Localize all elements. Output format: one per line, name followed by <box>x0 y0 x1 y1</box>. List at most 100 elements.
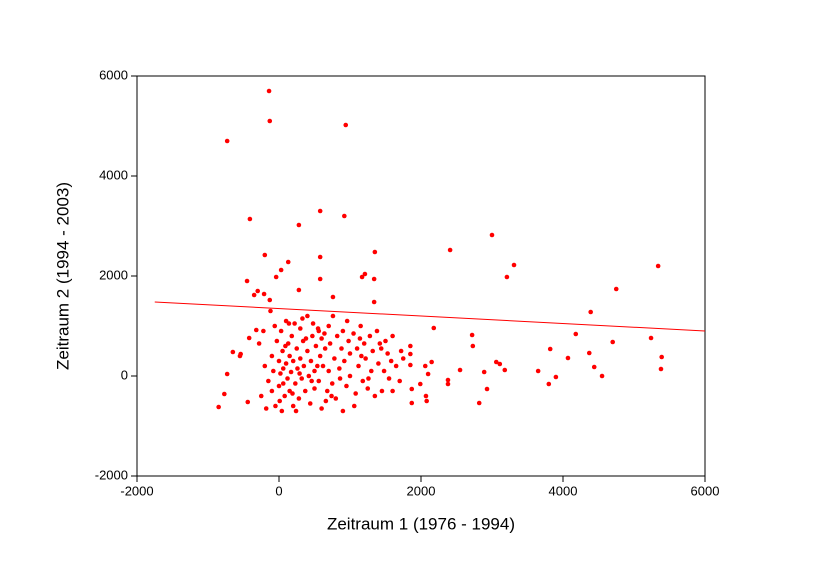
point <box>330 294 336 300</box>
point <box>276 358 282 364</box>
point <box>457 367 463 373</box>
point <box>268 308 273 314</box>
point <box>306 373 312 379</box>
plot-frame <box>136 75 706 477</box>
point <box>266 88 272 94</box>
point <box>230 349 236 355</box>
point <box>423 393 429 399</box>
point <box>296 396 302 401</box>
point <box>319 406 324 411</box>
point <box>359 274 365 280</box>
point <box>269 388 275 394</box>
point <box>330 313 336 319</box>
point <box>365 386 371 391</box>
point <box>535 368 541 374</box>
point <box>337 376 343 381</box>
point <box>359 353 364 359</box>
point <box>371 299 377 305</box>
point <box>238 351 243 357</box>
point <box>424 398 429 404</box>
point <box>216 404 221 410</box>
point <box>294 346 300 351</box>
point <box>588 309 593 315</box>
point <box>298 326 303 331</box>
point <box>272 323 278 329</box>
point <box>303 336 309 341</box>
point <box>269 353 275 359</box>
point <box>339 346 344 351</box>
point <box>334 333 340 339</box>
point <box>613 286 619 292</box>
point <box>386 376 392 381</box>
point <box>658 366 664 372</box>
point <box>271 368 276 374</box>
point <box>320 363 326 369</box>
point <box>267 118 273 124</box>
point <box>247 216 253 222</box>
point <box>310 333 315 339</box>
x-tick-label: 2000 <box>407 483 436 498</box>
point <box>400 356 406 361</box>
point <box>267 297 273 303</box>
point <box>390 333 395 339</box>
point <box>431 325 437 331</box>
point <box>367 333 373 339</box>
point <box>356 363 361 369</box>
point <box>315 363 320 369</box>
point <box>297 371 302 376</box>
point <box>409 386 415 392</box>
point <box>586 350 592 356</box>
x-tick-label: 0 <box>275 483 282 498</box>
point <box>504 274 510 280</box>
point <box>547 346 553 352</box>
point <box>361 341 367 346</box>
point <box>280 366 286 371</box>
point <box>445 377 451 383</box>
point <box>546 381 552 387</box>
point <box>322 346 328 351</box>
point <box>354 346 360 351</box>
y-tick-label: 4000 <box>99 167 128 182</box>
point <box>360 378 366 384</box>
point <box>351 331 356 336</box>
point <box>293 381 298 386</box>
point <box>422 363 428 369</box>
point <box>285 259 291 265</box>
point <box>309 378 314 384</box>
point <box>333 396 339 401</box>
point <box>282 393 287 399</box>
point <box>266 378 271 384</box>
point <box>317 254 323 260</box>
point <box>343 122 349 128</box>
point <box>312 368 317 374</box>
point <box>417 381 423 387</box>
point <box>398 348 404 354</box>
point <box>274 338 280 344</box>
point <box>308 358 314 364</box>
point <box>292 321 297 326</box>
point <box>493 359 499 365</box>
point <box>409 400 415 406</box>
point <box>290 391 295 396</box>
point <box>300 316 305 321</box>
point <box>511 262 517 268</box>
point <box>408 351 413 357</box>
point <box>337 366 342 371</box>
point <box>553 374 559 380</box>
point <box>310 321 316 326</box>
point <box>383 338 388 344</box>
point <box>344 318 350 324</box>
point <box>342 213 347 219</box>
point <box>447 247 453 253</box>
point <box>374 328 380 334</box>
point <box>366 376 371 381</box>
point <box>283 361 289 366</box>
point <box>278 267 284 273</box>
point <box>445 381 451 387</box>
point <box>307 401 313 406</box>
point <box>301 363 307 369</box>
point <box>408 362 413 368</box>
point <box>340 408 346 414</box>
point <box>347 351 353 356</box>
